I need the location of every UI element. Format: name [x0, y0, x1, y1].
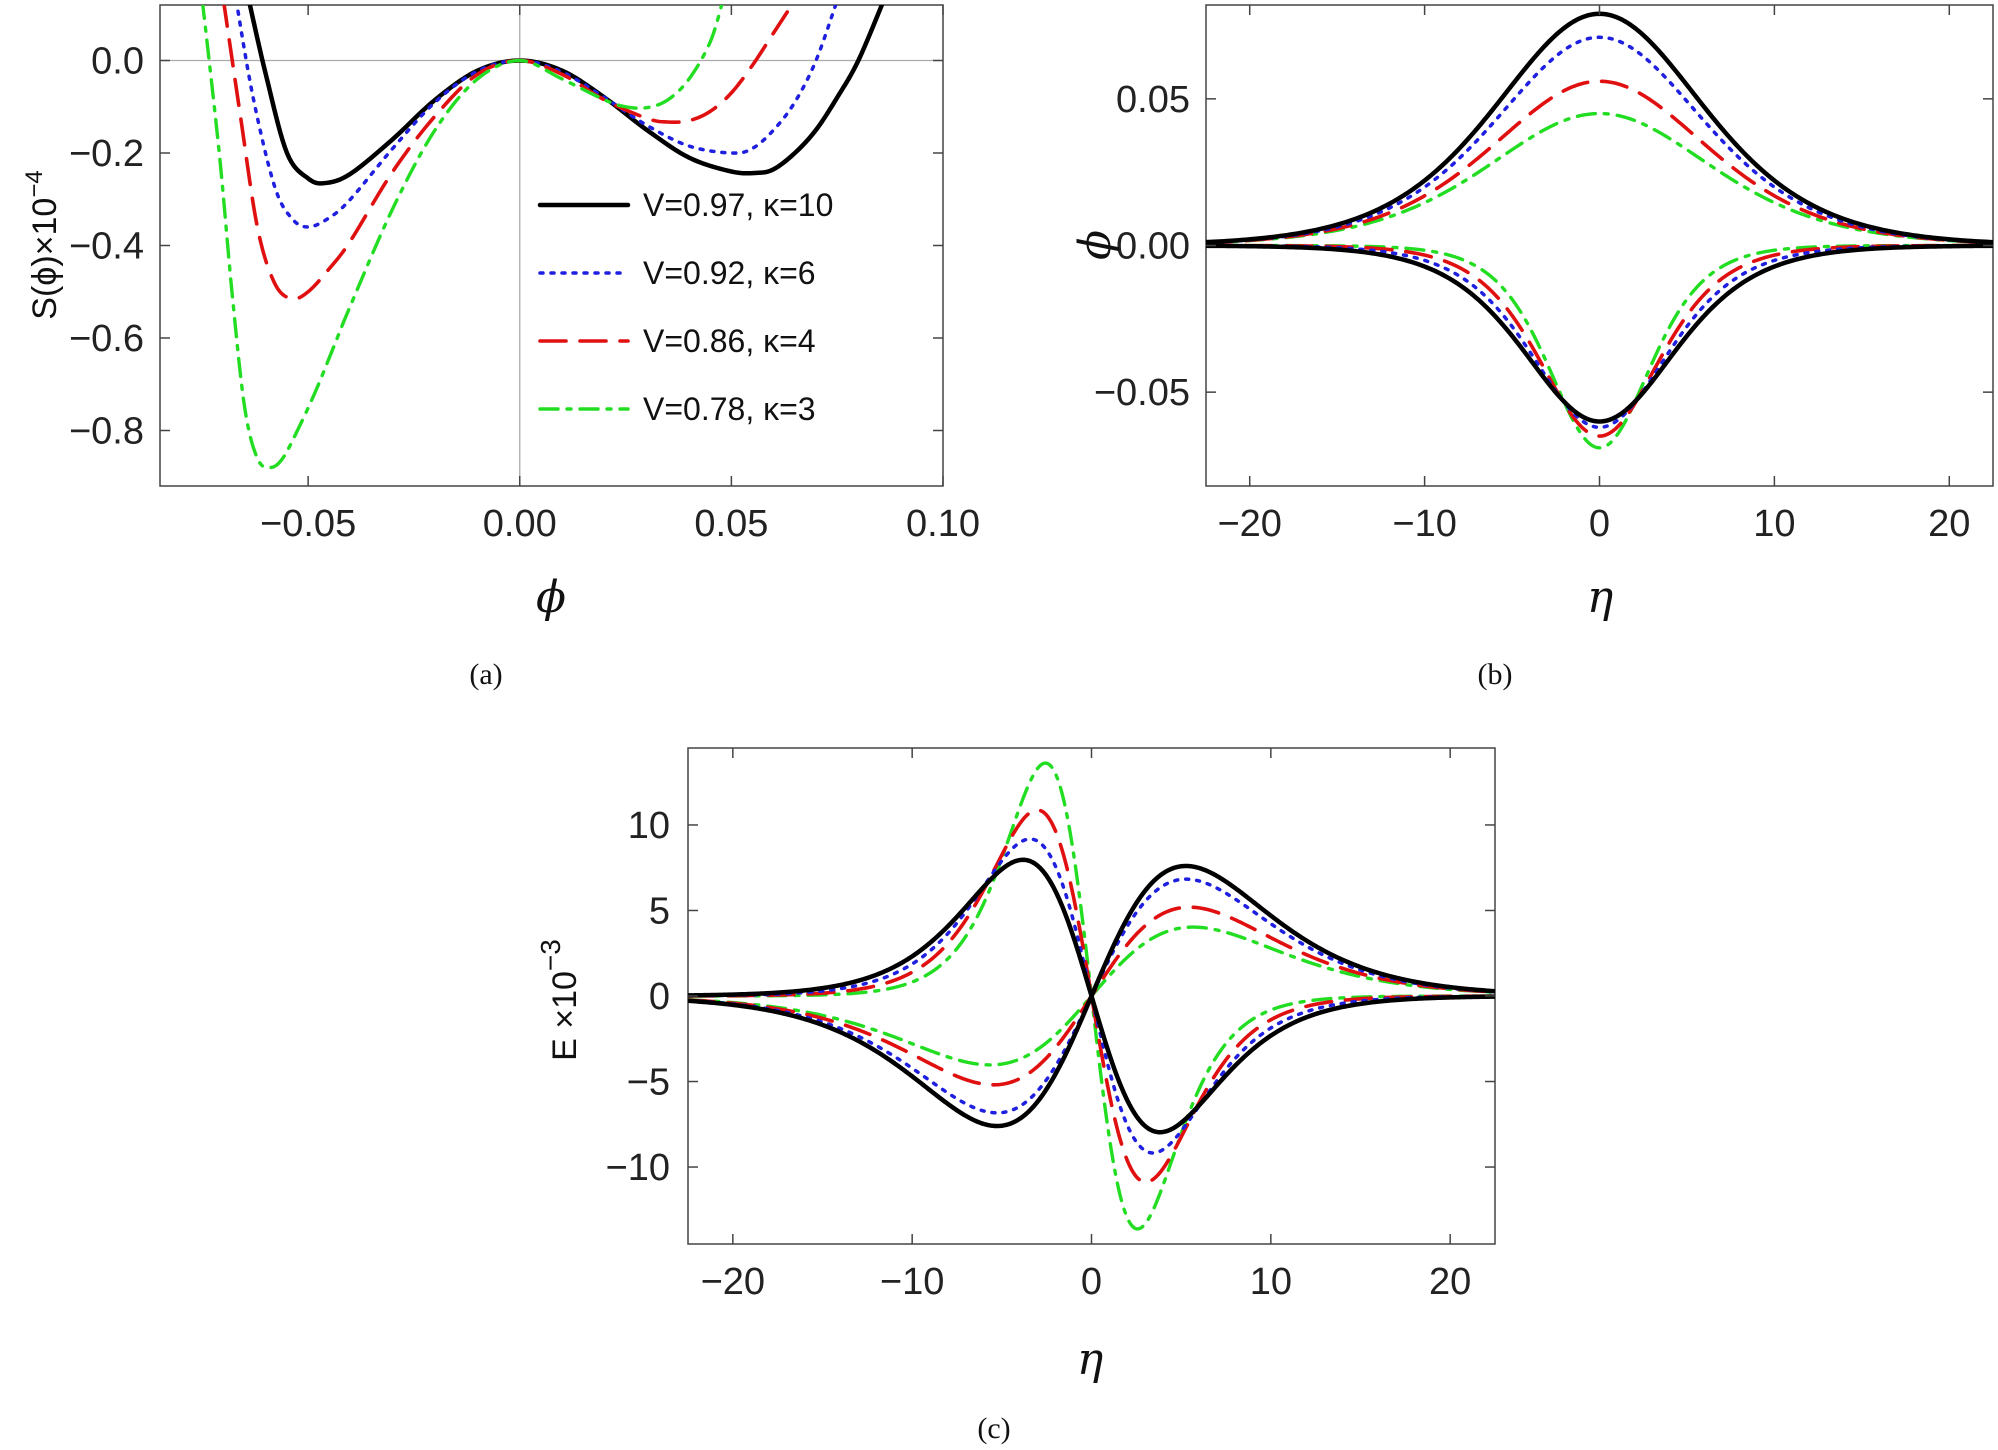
legend: V=0.97, κ=10 V=0.92, κ=6 V=0.86, κ=4 V=0.78… [537, 187, 833, 427]
y-tick-label: 5 [649, 890, 670, 932]
legend-label-1: V=0.97, κ=10 [643, 187, 833, 223]
y-tick-label: 0.00 [1116, 226, 1190, 268]
series-line-lower-1 [1206, 243, 1993, 424]
y-tick-label: −0.6 [69, 318, 144, 360]
x-tick-label: 20 [1928, 503, 1970, 545]
series-line-1 [247, 5, 885, 186]
caption-c: (c) [977, 1412, 1010, 1445]
y-tick-label: 0.05 [1116, 79, 1190, 121]
y-axis-label-c: E ×10−3 [535, 939, 584, 1061]
x-tick-label: 0 [1589, 503, 1610, 545]
y-tick-label: 0 [649, 976, 670, 1018]
x-tick-label: −0.05 [260, 503, 356, 545]
y-tick-label: −0.2 [69, 133, 144, 175]
y-tick-label: 10 [628, 805, 670, 847]
series-line-upper-3 [1206, 79, 1993, 245]
series-line-lower-3 [1206, 243, 1993, 438]
x-axis-label-a: ϕ [536, 572, 566, 623]
series-line-pos-2 [688, 877, 1495, 1115]
series-line-neg-3 [688, 808, 1495, 1184]
x-axis-label-b: η [1587, 572, 1613, 623]
series-line-neg-2 [688, 837, 1495, 1155]
x-tick-label: −20 [701, 1261, 765, 1303]
legend-label-2: V=0.92, κ=6 [643, 255, 816, 291]
x-tick-label: −20 [1217, 503, 1281, 545]
series-line-pos-4 [688, 925, 1495, 1067]
y-tick-label: −0.05 [1094, 372, 1190, 414]
series-line-upper-4 [1206, 111, 1993, 245]
x-tick-label: −10 [880, 1261, 944, 1303]
x-tick-label: 0.05 [694, 503, 768, 545]
series-line-lower-2 [1206, 243, 1993, 430]
x-tick-label: 20 [1429, 1261, 1471, 1303]
panel-b: −20 −10 0 10 20 0.05 0.00 −0.05 η ϕ (b) [1070, 4, 1994, 691]
legend-label-3: V=0.86, κ=4 [643, 323, 816, 359]
y-tick-label: −0.4 [69, 226, 144, 268]
panel-c: −20 −10 0 10 20 10 5 0 −5 −10 η E ×10−3 (c) [535, 747, 1496, 1445]
y-tick-label: −0.8 [69, 411, 144, 453]
series-line-neg-1 [688, 857, 1495, 1135]
y-tick-label: 0.0 [91, 41, 144, 83]
y-tick-label: −10 [606, 1147, 670, 1189]
caption-a: (a) [469, 658, 502, 691]
x-tick-label: −10 [1392, 503, 1456, 545]
panel-a-frame [159, 4, 944, 487]
x-tick-label: 0.00 [483, 503, 557, 545]
series-line-upper-1 [1206, 11, 1993, 245]
series-line-4 [201, 5, 724, 470]
series-line-lower-4 [1206, 243, 1993, 450]
y-axis-label-b: ϕ [1070, 230, 1121, 260]
x-tick-label: 10 [1753, 503, 1795, 545]
y-axis-label-a: S(ϕ)×10−4 [21, 170, 64, 319]
y-tick-label: −5 [627, 1062, 670, 1104]
series-line-upper-2 [1206, 35, 1993, 245]
legend-label-4: V=0.78, κ=3 [643, 391, 816, 427]
caption-b: (b) [1478, 658, 1513, 691]
x-tick-label: 0.10 [906, 503, 980, 545]
panel-a: −0.05 0.00 0.05 0.10 0.0 −0.2 −0.4 −0.6 −0.8 V=0… [21, 4, 980, 691]
x-tick-label: 0 [1081, 1261, 1102, 1303]
x-tick-label: 10 [1250, 1261, 1292, 1303]
x-axis-label-c: η [1077, 1334, 1103, 1385]
series-line-3 [222, 5, 794, 301]
